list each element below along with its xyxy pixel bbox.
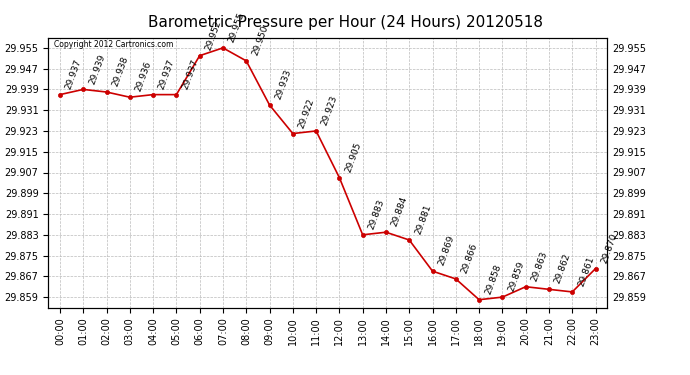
Text: 29.905: 29.905 bbox=[344, 141, 363, 174]
Text: 29.863: 29.863 bbox=[530, 250, 549, 283]
Text: Barometric Pressure per Hour (24 Hours) 20120518: Barometric Pressure per Hour (24 Hours) … bbox=[148, 15, 542, 30]
Text: 29.883: 29.883 bbox=[367, 198, 386, 231]
Text: 29.955: 29.955 bbox=[227, 11, 246, 44]
Text: 29.938: 29.938 bbox=[110, 55, 130, 88]
Text: 29.866: 29.866 bbox=[460, 242, 480, 275]
Text: 29.859: 29.859 bbox=[506, 260, 526, 293]
Text: 29.922: 29.922 bbox=[297, 97, 316, 129]
Text: 29.937: 29.937 bbox=[181, 58, 200, 90]
Text: 29.862: 29.862 bbox=[553, 253, 572, 285]
Text: 29.869: 29.869 bbox=[437, 234, 456, 267]
Text: 29.861: 29.861 bbox=[576, 255, 595, 288]
Text: 29.884: 29.884 bbox=[390, 195, 409, 228]
Text: Copyright 2012 Cartronics.com: Copyright 2012 Cartronics.com bbox=[54, 40, 173, 49]
Text: 29.950: 29.950 bbox=[250, 24, 270, 57]
Text: 29.858: 29.858 bbox=[483, 263, 502, 296]
Text: 29.881: 29.881 bbox=[413, 203, 433, 236]
Text: 29.923: 29.923 bbox=[320, 94, 339, 127]
Text: 29.937: 29.937 bbox=[157, 58, 177, 90]
Text: 29.936: 29.936 bbox=[134, 60, 153, 93]
Text: 29.939: 29.939 bbox=[88, 53, 107, 85]
Text: 29.937: 29.937 bbox=[64, 58, 83, 90]
Text: 29.952: 29.952 bbox=[204, 19, 223, 51]
Text: 29.933: 29.933 bbox=[274, 68, 293, 101]
Text: 29.870: 29.870 bbox=[600, 232, 619, 264]
